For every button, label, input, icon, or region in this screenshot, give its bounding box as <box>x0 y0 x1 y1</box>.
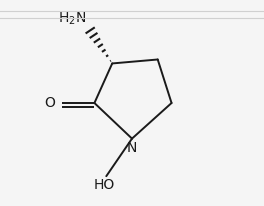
Text: $\mathrm{H_2N}$: $\mathrm{H_2N}$ <box>58 11 87 27</box>
Text: O: O <box>44 96 55 110</box>
Text: HO: HO <box>94 178 115 192</box>
Text: N: N <box>127 140 137 154</box>
